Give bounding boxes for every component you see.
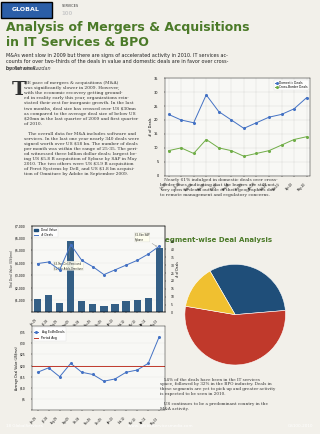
Text: $5.8bn SAP
Sybase: $5.8bn SAP Sybase (135, 233, 156, 246)
Avg Ex$Bn$Deals (102, 378, 106, 384)
Bar (56, 302, 63, 312)
Bar (45, 295, 52, 312)
Bar (133, 300, 141, 312)
Y-axis label: Average Deal Value (US$mn): Average Deal Value (US$mn) (15, 346, 19, 390)
Avg Ex$Bn$Deals (69, 361, 73, 366)
Avg Ex$Bn$Deals (135, 368, 139, 373)
Text: 54% of the deals have been in the IT services
space, followed by 32% in the BPO : 54% of the deals have been in the IT ser… (160, 378, 276, 411)
Y-axis label: # of Deals: # of Deals (149, 118, 153, 136)
Text: 18 GlobalServices: 18 GlobalServices (6, 424, 43, 428)
Bar (100, 306, 108, 312)
Avg Ex$Bn$Deals (146, 361, 150, 366)
Text: $3.9bn Dell-Perot and
$1.8bn Adob-Omniture: $3.9bn Dell-Perot and $1.8bn Adob-Omnitu… (54, 244, 83, 270)
Period Avg (36, 363, 39, 368)
Wedge shape (210, 264, 285, 315)
Avg Ex$Bn$Deals (113, 376, 117, 381)
Text: Segment-wise Deal Analysis: Segment-wise Deal Analysis (160, 237, 272, 243)
Wedge shape (185, 306, 285, 365)
Text: www. globalservicesmedia.com: www. globalservicesmedia.com (128, 424, 192, 428)
Bar (78, 301, 85, 312)
Text: by Ashwin Razdan: by Ashwin Razdan (6, 66, 51, 71)
Legend: Avg Ex$Bn$Deals, Period Avg: Avg Ex$Bn$Deals, Period Avg (34, 327, 66, 341)
Bar (89, 304, 96, 312)
Avg Ex$Bn$Deals (91, 372, 95, 377)
Period Avg (47, 363, 51, 368)
Bar (34, 299, 41, 312)
Text: M&As went slow in 2009 but there are signs of accelerated activity in 2010. IT s: M&As went slow in 2009 but there are sig… (6, 53, 229, 71)
Text: T: T (12, 81, 27, 99)
Bar (145, 298, 152, 312)
Bar (156, 248, 163, 312)
Bar (123, 301, 130, 312)
FancyBboxPatch shape (1, 2, 52, 17)
Text: SERVICES: SERVICES (62, 4, 79, 8)
Avg Ex$Bn$Deals (124, 370, 128, 375)
Text: HE pace of mergers & acquisitions (M&A)
was significantly slower in 2009. Howeve: HE pace of mergers & acquisitions (M&A) … (24, 81, 139, 176)
Legend: Deal Value, # Deals: Deal Value, # Deals (34, 227, 58, 237)
Avg Ex$Bn$Deals (47, 365, 51, 371)
Text: Analysis of Mergers & Acquisitions
in IT Services & BPO: Analysis of Mergers & Acquisitions in IT… (6, 20, 250, 49)
Avg Ex$Bn$Deals (80, 370, 84, 375)
Text: Nearly 61% indulged in domestic deals over cross-
border ones, indicating that t: Nearly 61% indulged in domestic deals ov… (160, 178, 278, 197)
Bar (67, 240, 74, 312)
Avg Ex$Bn$Deals (36, 370, 39, 375)
Text: GLOBAL: GLOBAL (12, 7, 40, 12)
Line: Avg Ex$Bn$Deals: Avg Ex$Bn$Deals (37, 336, 160, 382)
Y-axis label: Total Deal Value (US$mn): Total Deal Value (US$mn) (10, 250, 13, 288)
Bar (111, 304, 119, 312)
Y-axis label: # of Deals: # of Deals (176, 261, 180, 277)
Avg Ex$Bn$Deals (58, 374, 61, 379)
Legend: Domestic Deals, Cross-Border Deals: Domestic Deals, Cross-Border Deals (274, 80, 309, 90)
Text: 100: 100 (62, 11, 73, 16)
Avg Ex$Bn$Deals (157, 334, 161, 339)
Wedge shape (186, 271, 235, 315)
Text: GS100-2010: GS100-2010 (288, 424, 314, 428)
